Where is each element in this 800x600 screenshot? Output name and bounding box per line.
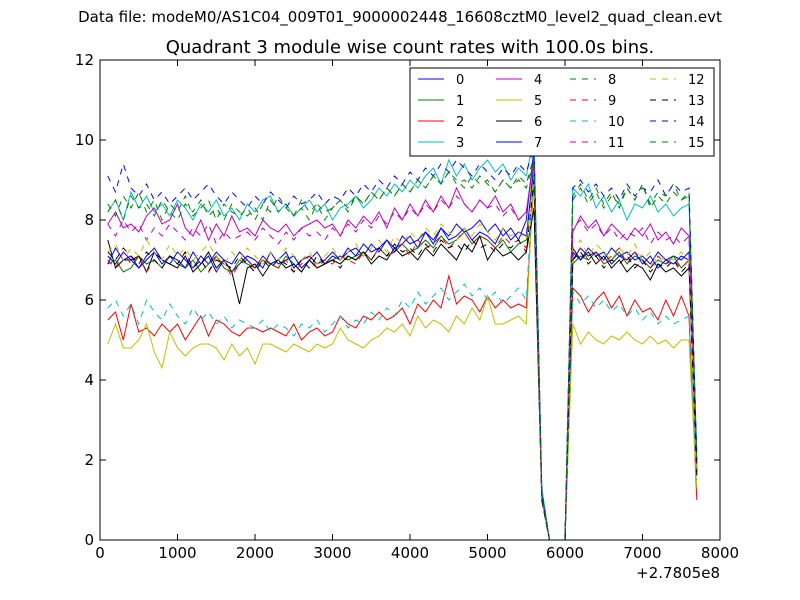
series-line-5 [107, 167, 698, 540]
legend-label: 9 [608, 94, 616, 109]
x-tick-label: 7000 [623, 544, 661, 562]
x-axis-offset-label: +2.7805e8 [636, 564, 720, 582]
legend-label: 5 [534, 94, 542, 109]
legend-item-10: 10 [570, 115, 625, 130]
x-tick-label: 4000 [391, 544, 429, 562]
legend-label: 8 [608, 73, 616, 88]
x-tick-label: 3000 [313, 544, 351, 562]
legend-item-1: 1 [418, 94, 464, 109]
y-tick-label: 10 [75, 131, 94, 149]
x-tick-label: 1000 [158, 544, 196, 562]
legend-item-2: 2 [418, 115, 464, 130]
legend-item-12: 12 [650, 73, 705, 88]
series-line-9 [107, 171, 698, 540]
axes: 0 1000 2000 3000 4000 5000 6000 7000 80000246810… [75, 51, 739, 562]
series-line-6 [107, 207, 698, 540]
legend-item-7: 7 [496, 136, 542, 151]
legend-item-8: 8 [570, 73, 616, 88]
legend-item-9: 9 [570, 94, 616, 109]
plot-area [107, 135, 698, 540]
y-tick-label: 2 [84, 451, 94, 469]
chart-title: Quadrant 3 module wise count rates with … [166, 37, 655, 58]
y-tick-label: 12 [75, 51, 94, 69]
x-tick-label: 8000 [701, 544, 739, 562]
legend-label: 4 [534, 73, 542, 88]
legend-item-3: 3 [418, 136, 464, 151]
series-lines [107, 135, 698, 540]
series-line-14 [107, 147, 698, 540]
legend-label: 12 [688, 73, 705, 88]
legend-item-14: 14 [650, 115, 705, 130]
legend-label: 14 [688, 115, 705, 130]
y-tick-label: 8 [84, 211, 94, 229]
legend-label: 2 [456, 115, 464, 130]
y-tick-label: 6 [84, 291, 94, 309]
legend-label: 10 [608, 115, 625, 130]
series-line-3 [107, 135, 698, 540]
y-tick-label: 4 [84, 371, 94, 389]
legend-label: 6 [534, 115, 542, 130]
x-tick-label: 2000 [236, 544, 274, 562]
x-tick-label: 6000 [546, 544, 584, 562]
y-tick-label: 0 [84, 531, 94, 549]
legend-label: 11 [608, 136, 625, 151]
legend-item-15: 15 [650, 136, 705, 151]
series-line-15 [107, 159, 698, 540]
legend-item-0: 0 [418, 73, 464, 88]
figure-suptitle: Data file: modeM0/AS1C04_009T01_90000024… [78, 8, 722, 26]
x-tick-label: 5000 [468, 544, 506, 562]
series-line-12 [107, 175, 698, 540]
series-line-7 [107, 167, 698, 540]
legend-label: 3 [456, 136, 464, 151]
series-line-10 [107, 163, 698, 540]
series-line-1 [107, 159, 698, 540]
legend-label: 15 [688, 136, 705, 151]
x-tick-label: 0 [95, 544, 105, 562]
legend-label: 1 [456, 94, 464, 109]
series-line-11 [107, 159, 698, 540]
legend-label: 13 [688, 94, 705, 109]
legend-box [409, 67, 715, 157]
legend-label: 0 [456, 73, 464, 88]
legend-item-4: 4 [496, 73, 542, 88]
legend-label: 7 [534, 136, 542, 151]
series-line-4 [107, 155, 698, 540]
series-line-2 [107, 179, 698, 540]
legend-item-6: 6 [496, 115, 542, 130]
legend-item-11: 11 [570, 136, 625, 151]
legend-item-13: 13 [650, 94, 705, 109]
legend-item-5: 5 [496, 94, 542, 109]
series-line-13 [107, 179, 698, 540]
